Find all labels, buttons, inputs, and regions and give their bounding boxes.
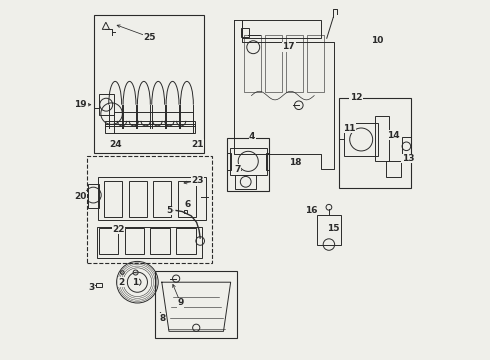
Text: 11: 11 xyxy=(343,123,355,132)
Bar xyxy=(98,94,114,116)
Bar xyxy=(184,210,187,213)
Bar xyxy=(95,15,204,153)
Bar xyxy=(98,228,119,254)
Bar xyxy=(375,116,389,161)
Bar xyxy=(153,181,171,217)
Text: 23: 23 xyxy=(192,176,204,185)
Bar xyxy=(104,181,122,217)
Bar xyxy=(177,181,196,217)
Bar xyxy=(265,35,282,92)
Bar xyxy=(96,283,102,287)
Text: 14: 14 xyxy=(388,131,400,140)
Bar xyxy=(230,148,267,175)
Bar xyxy=(124,228,144,254)
Text: 6: 6 xyxy=(185,200,191,209)
Bar xyxy=(241,28,248,37)
Bar xyxy=(98,177,205,220)
Text: 3: 3 xyxy=(88,283,95,292)
Bar xyxy=(386,161,401,177)
Bar xyxy=(227,138,270,191)
Bar xyxy=(97,227,202,258)
Bar xyxy=(105,121,195,126)
Bar xyxy=(344,123,378,156)
Text: 24: 24 xyxy=(109,140,122,149)
Bar xyxy=(286,35,303,92)
Bar xyxy=(105,125,195,134)
Bar xyxy=(339,98,411,188)
Text: 2: 2 xyxy=(118,278,124,287)
Text: 25: 25 xyxy=(144,33,156,42)
Bar xyxy=(155,271,237,338)
Bar xyxy=(307,35,324,92)
Bar xyxy=(176,228,196,254)
Bar xyxy=(150,228,170,254)
Bar xyxy=(245,35,262,92)
Text: 10: 10 xyxy=(371,36,384,45)
Text: 20: 20 xyxy=(74,192,87,201)
Bar xyxy=(88,184,98,208)
Text: 13: 13 xyxy=(402,154,415,163)
Text: 1: 1 xyxy=(132,278,139,287)
Text: 21: 21 xyxy=(192,140,204,149)
Text: 5: 5 xyxy=(167,206,173,215)
Bar xyxy=(129,181,147,217)
Bar xyxy=(402,137,411,156)
Bar xyxy=(87,156,212,263)
Text: 17: 17 xyxy=(282,42,295,51)
Bar xyxy=(114,112,193,134)
Text: 18: 18 xyxy=(289,158,301,167)
Text: 8: 8 xyxy=(159,314,166,323)
Text: 4: 4 xyxy=(249,132,255,141)
Text: 7: 7 xyxy=(235,165,241,174)
Text: 15: 15 xyxy=(327,224,339,233)
Text: 16: 16 xyxy=(305,206,318,215)
Text: 22: 22 xyxy=(113,225,125,234)
Bar xyxy=(227,153,231,170)
Bar xyxy=(243,21,321,38)
Bar xyxy=(317,215,341,244)
Bar xyxy=(235,175,256,189)
Bar xyxy=(266,153,270,170)
Text: 9: 9 xyxy=(177,298,184,307)
Text: 19: 19 xyxy=(74,100,87,109)
Text: 12: 12 xyxy=(350,93,363,102)
